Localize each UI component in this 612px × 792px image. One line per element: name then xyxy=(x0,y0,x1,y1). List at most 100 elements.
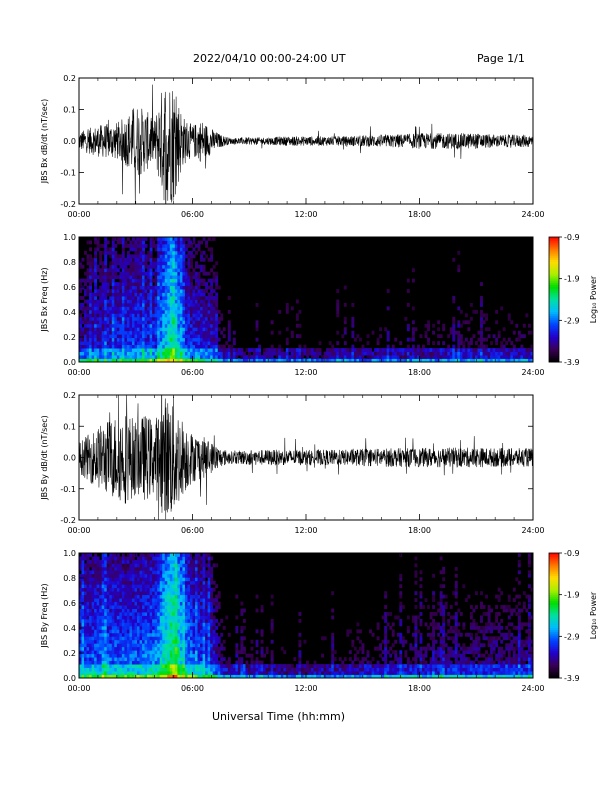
spectrogram-cell xyxy=(86,657,90,662)
spectrogram-cell xyxy=(182,601,186,606)
spectrogram-cell xyxy=(189,275,193,280)
spectrogram-cell xyxy=(121,608,125,613)
spectrogram-cell xyxy=(111,327,115,332)
spectrogram-cell xyxy=(167,660,171,665)
spectrogram-cell xyxy=(200,601,203,606)
spectrogram-cell xyxy=(189,348,193,352)
spectrogram-cell xyxy=(116,598,120,603)
spectrogram-cell xyxy=(205,296,209,300)
spectrogram-cell xyxy=(124,334,128,339)
spectrogram-cell xyxy=(147,643,151,648)
spectrogram-cell xyxy=(247,348,251,352)
spectrogram-cell xyxy=(205,660,209,665)
spectrogram-cell xyxy=(121,306,125,311)
spectrogram-cell xyxy=(260,653,264,658)
spectrogram-cell xyxy=(144,257,148,262)
spectrogram-cell xyxy=(131,257,135,262)
spectrogram-cell xyxy=(207,577,211,582)
spectrogram-cell xyxy=(104,320,108,325)
spectrogram-cell xyxy=(101,646,105,651)
spectrogram-cell xyxy=(189,254,193,259)
spectrogram-cell xyxy=(295,671,299,675)
spectrogram-cell xyxy=(86,598,90,603)
spectrogram-cell xyxy=(86,257,90,262)
spectrogram-cell xyxy=(469,337,473,342)
spectrogram-cell xyxy=(174,334,178,339)
spectrogram-cell xyxy=(119,330,123,335)
spectrogram-cell xyxy=(210,278,214,283)
spectrogram-cell xyxy=(212,327,216,332)
spectrogram-cell xyxy=(131,618,135,623)
spectrogram-cell xyxy=(197,639,201,644)
spectrogram-cell xyxy=(517,348,521,352)
spectrogram-cell xyxy=(343,285,347,290)
spectrogram-cell xyxy=(482,337,486,342)
colorbar-swatch xyxy=(549,347,559,350)
spectrogram-cell xyxy=(162,622,166,627)
x-tick-label: 00:00 xyxy=(67,526,90,535)
spectrogram-cell xyxy=(84,674,87,678)
spectrogram-cell xyxy=(147,320,151,325)
spectrogram-cell xyxy=(189,344,193,349)
spectrogram-cell xyxy=(147,671,151,675)
spectrogram-cell xyxy=(144,334,148,339)
spectrogram-cell xyxy=(182,327,186,332)
spectrogram-cell xyxy=(217,622,221,627)
spectrogram-cell xyxy=(104,348,108,352)
spectrogram-cell xyxy=(114,337,118,342)
spectrogram-cell xyxy=(129,275,133,280)
spectrogram-cell xyxy=(124,580,128,585)
spectrogram-cell xyxy=(104,330,108,335)
spectrogram-cell xyxy=(457,337,461,342)
spectrogram-cell xyxy=(169,240,173,245)
spectrogram-cell xyxy=(207,292,211,297)
spectrogram-cell xyxy=(96,309,100,314)
spectrogram-cell xyxy=(200,646,203,651)
spectrogram-cell xyxy=(207,358,211,362)
spectrogram-cell xyxy=(169,237,173,241)
spectrogram-cell xyxy=(152,257,156,262)
colorbar-swatch xyxy=(549,270,559,273)
spectrogram-cell xyxy=(104,282,108,287)
spectrogram-cell xyxy=(182,612,186,616)
spectrogram-cell xyxy=(245,348,249,352)
spectrogram-cell xyxy=(177,341,181,346)
spectrogram-cell xyxy=(179,243,183,248)
spectrogram-cell xyxy=(137,587,140,592)
spectrogram-cell xyxy=(200,344,203,349)
spectrogram-cell xyxy=(263,355,267,359)
spectrogram-cell xyxy=(89,643,93,648)
spectrogram-cell xyxy=(89,337,93,342)
spectrogram-cell xyxy=(184,598,188,603)
spectrogram-cell xyxy=(459,358,463,362)
spectrogram-cell xyxy=(174,591,178,596)
spectrogram-cell xyxy=(177,553,181,557)
spectrogram-cell xyxy=(182,660,186,665)
spectrogram-cell xyxy=(162,330,166,335)
spectrogram-cell xyxy=(184,674,188,678)
spectrogram-cell xyxy=(162,341,166,346)
spectrogram-cell xyxy=(164,646,168,651)
spectrogram-cell xyxy=(126,341,130,346)
spectrogram-cell xyxy=(212,309,216,314)
spectrogram-cell xyxy=(290,348,294,352)
spectrogram-cell xyxy=(137,271,140,276)
spectrogram-cell xyxy=(157,254,161,259)
y-tick-label: 0.2 xyxy=(63,333,76,342)
spectrogram-cell xyxy=(172,254,176,259)
spectrogram-cell xyxy=(114,292,118,297)
spectrogram-cell xyxy=(215,306,219,311)
spectrogram-cell xyxy=(91,598,95,603)
spectrogram-cell xyxy=(177,344,181,349)
spectrogram-cell xyxy=(217,605,221,609)
spectrogram-cell xyxy=(222,344,226,349)
spectrogram-cell xyxy=(210,577,214,582)
spectrogram-cell xyxy=(210,348,214,352)
spectrogram-cell xyxy=(220,657,224,662)
spectrogram-cell xyxy=(104,261,108,266)
spectrogram-cell xyxy=(131,282,135,287)
spectrogram-cell xyxy=(527,351,531,356)
spectrogram-cell xyxy=(119,591,123,596)
spectrogram-cell xyxy=(164,264,168,269)
spectrogram-cell xyxy=(464,351,468,356)
